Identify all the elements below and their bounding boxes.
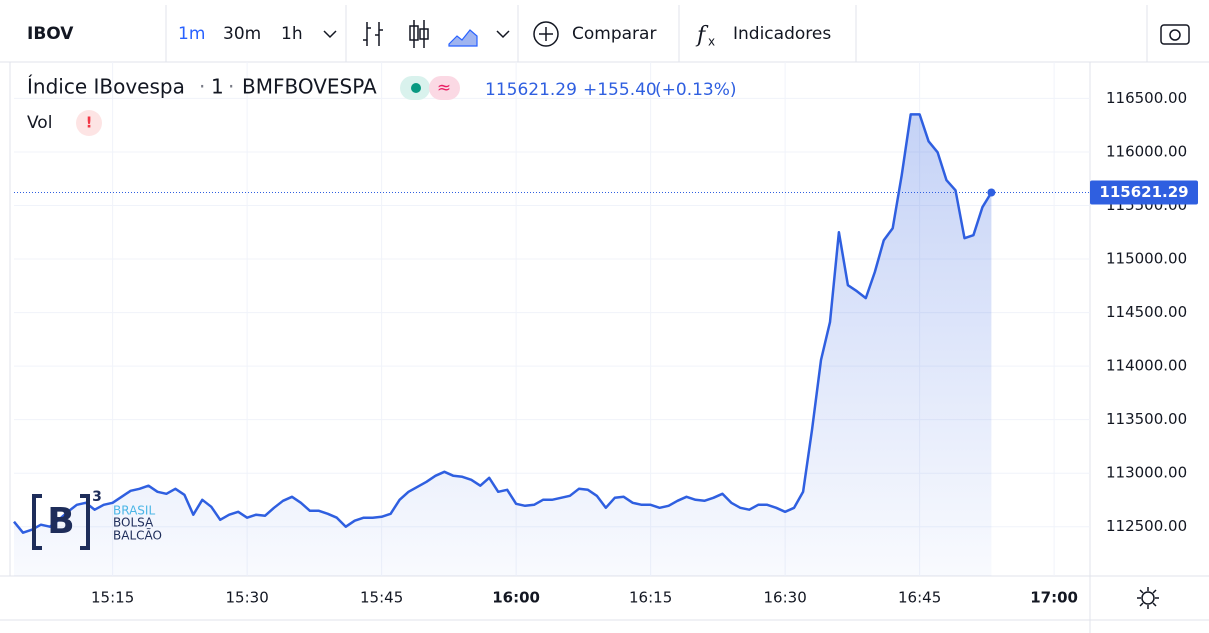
- legend: Índice IBovespa · 1 · BMFBOVESPA ≈ 11562…: [27, 75, 737, 136]
- separator: ·: [199, 75, 205, 99]
- compare-icon[interactable]: [533, 21, 559, 47]
- x-tick-label: 16:00: [492, 589, 540, 607]
- legend-name: Índice IBovespa: [27, 75, 185, 99]
- legend-exchange: BMFBOVESPA: [242, 75, 377, 99]
- plot: [13, 113, 1090, 577]
- dropdown[interactable]: [496, 30, 510, 39]
- x-tick-label: 16:30: [764, 589, 807, 607]
- x-tick-label: 16:45: [898, 589, 941, 607]
- x-tick-label: 17:00: [1030, 589, 1078, 607]
- y-tick-label: 116000.00: [1106, 142, 1187, 160]
- x-tick-label: 15:30: [226, 589, 269, 607]
- interval[interactable]: 1m: [178, 24, 205, 44]
- y-tick-label: 114000.00: [1106, 357, 1187, 375]
- x-tick-label: 15:45: [360, 589, 403, 607]
- settings-icon[interactable]: [1137, 587, 1159, 609]
- warning-badge[interactable]: [76, 110, 102, 136]
- logo: B 3 BRASIL BOLSA BALCÃO: [32, 489, 162, 550]
- price-label: 115621.29: [1099, 183, 1188, 201]
- fx-icon[interactable]: x: [708, 35, 715, 49]
- y-tick-label: 113500.00: [1106, 410, 1187, 428]
- line: [13, 113, 993, 534]
- toolbar: IBOV 1m 30m 1h Comparar f x Indicadores: [0, 5, 1209, 63]
- area-icon[interactable]: [448, 29, 478, 47]
- last-point: [987, 188, 996, 197]
- warning-icon: !: [86, 114, 93, 132]
- camera-icon[interactable]: [1160, 24, 1190, 45]
- interval[interactable]: 1h: [281, 24, 303, 44]
- change: +155.40: [583, 80, 657, 100]
- y-tick-label: 116500.00: [1106, 89, 1187, 107]
- y-tick-label: 115000.00: [1106, 250, 1187, 268]
- dropdown[interactable]: [323, 30, 337, 39]
- interval[interactable]: 30m: [223, 24, 261, 44]
- y-tick-label: 114500.00: [1106, 303, 1187, 321]
- logo-superscript: 3: [92, 489, 102, 505]
- last-price: 115621.29: [485, 80, 577, 100]
- status-icon: ≈: [437, 78, 451, 98]
- symbol[interactable]: IBOV: [27, 24, 74, 44]
- bars-icon[interactable]: [363, 22, 383, 46]
- status-dot: [411, 83, 421, 93]
- camera-icon[interactable]: [1169, 29, 1181, 41]
- logo-text: BRASIL: [113, 504, 155, 518]
- compare-icon[interactable]: [539, 27, 553, 41]
- volume: Vol: [27, 113, 52, 133]
- change-pct: (+0.13%): [655, 80, 737, 100]
- y-tick-label: 113000.00: [1106, 464, 1187, 482]
- candles-icon[interactable]: [409, 20, 429, 48]
- logo-text: BOLSA: [113, 516, 154, 530]
- x-tick-label: 16:15: [629, 589, 672, 607]
- x-tick-label: 15:15: [91, 589, 134, 607]
- logo-text: BALCÃO: [113, 528, 162, 543]
- logo-letter: B: [47, 501, 74, 542]
- indicators[interactable]: Indicadores: [733, 24, 831, 44]
- legend-interval: 1: [211, 75, 224, 99]
- status-badge[interactable]: [429, 76, 460, 100]
- separator: ·: [228, 75, 234, 99]
- price-label-bg: [1090, 180, 1198, 205]
- y-tick-label: 112500.00: [1106, 517, 1187, 535]
- compare[interactable]: Comparar: [572, 24, 656, 44]
- area: [14, 114, 992, 577]
